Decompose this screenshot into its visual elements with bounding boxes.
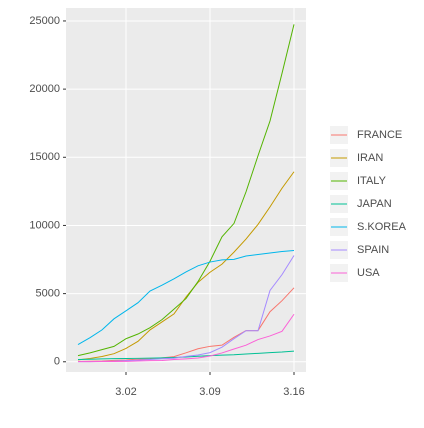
legend-label: ITALY	[357, 175, 387, 187]
legend-label: FRANCE	[357, 129, 402, 141]
panel	[66, 8, 306, 372]
legend-label: SPAIN	[357, 244, 389, 256]
line	[77, 250, 295, 346]
x-tick-label: 3.09	[199, 386, 220, 398]
x-tick-label: 3.02	[115, 386, 136, 398]
y-tick-label: 0	[54, 356, 60, 368]
legend-label: USA	[357, 267, 380, 279]
y-tick-label: 10000	[29, 219, 60, 231]
y-tick-label: 20000	[29, 83, 60, 95]
legend-label: JAPAN	[357, 198, 392, 210]
line	[77, 350, 295, 361]
x-tick-label: 3.16	[283, 386, 304, 398]
y-tick-label: 5000	[36, 288, 60, 300]
legend-label: IRAN	[357, 152, 383, 164]
legend-label: S.KOREA	[357, 221, 407, 233]
line	[78, 313, 295, 363]
line	[77, 24, 295, 357]
y-tick-label: 25000	[29, 15, 60, 27]
line	[77, 171, 295, 361]
y-tick-label: 15000	[29, 151, 60, 163]
